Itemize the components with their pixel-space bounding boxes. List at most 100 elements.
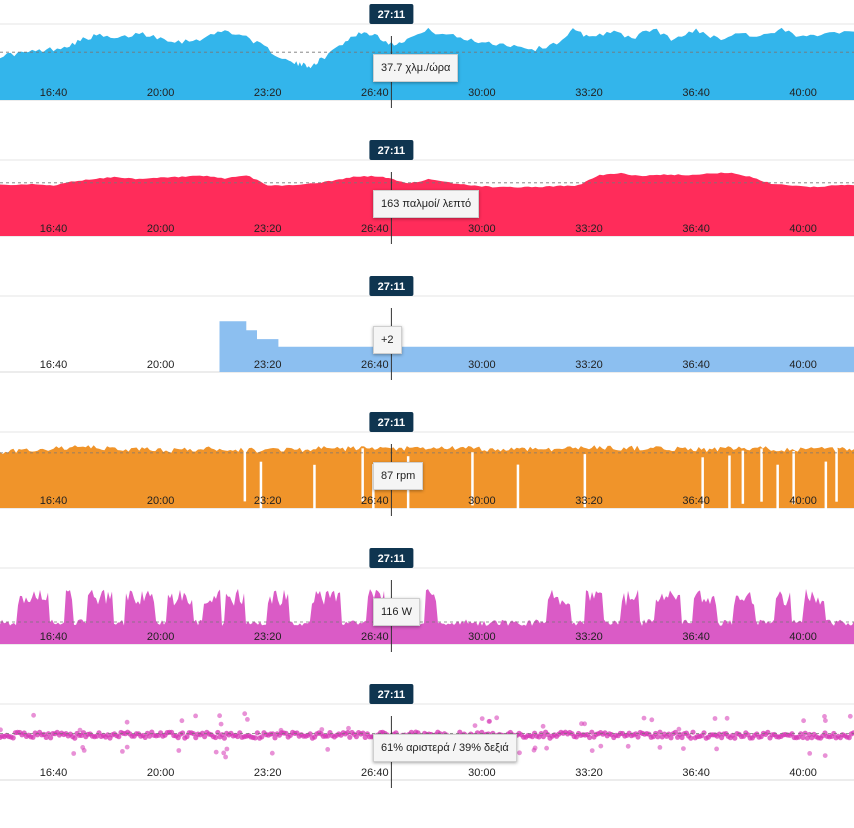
balance-point bbox=[802, 730, 808, 736]
balance-outlier-point bbox=[598, 743, 604, 749]
balance-outlier-point bbox=[531, 747, 537, 753]
power-x-tick-label: 36:40 bbox=[682, 631, 710, 643]
balance-outlier-point bbox=[579, 721, 584, 727]
cadence-dropout-13 bbox=[776, 464, 779, 518]
balance-x-tick-label: 16:40 bbox=[40, 767, 68, 779]
balance-outlier-point bbox=[641, 715, 647, 721]
power-cursor-badge bbox=[369, 548, 414, 568]
balance-outlier-point bbox=[120, 749, 125, 754]
balance-point bbox=[30, 734, 36, 740]
balance-x-tick-label: 30:00 bbox=[468, 767, 496, 779]
balance-outlier-point bbox=[540, 723, 546, 729]
balance-point bbox=[360, 730, 366, 736]
cadence-dropout-16 bbox=[835, 448, 838, 502]
speed-x-tick-label: 30:00 bbox=[468, 87, 496, 99]
balance-outlier-point bbox=[245, 717, 250, 722]
cadence-x-tick-label: 30:00 bbox=[468, 495, 496, 507]
gear-x-tick-label: 30:00 bbox=[468, 359, 496, 371]
cadence-cursor-badge bbox=[369, 412, 414, 432]
cadence-chart: 16:40 20:00 23:20 26:40 30:00 33:20 36:40 40:00… bbox=[0, 412, 854, 518]
gear-cursor-badge bbox=[369, 276, 414, 296]
cadence-x-tick-label: 26:40 bbox=[361, 495, 389, 507]
speed-x-tick-label: 33:20 bbox=[575, 87, 603, 99]
cadence-dropout-14 bbox=[792, 451, 795, 505]
balance-point bbox=[690, 729, 696, 735]
cadence-dropout-11 bbox=[741, 450, 745, 504]
gear-area-series bbox=[219, 321, 854, 372]
cadence-dropout-2 bbox=[313, 464, 316, 518]
balance-outlier-point bbox=[221, 750, 227, 756]
balance-outlier-point bbox=[494, 715, 500, 721]
cadence-dropout-4 bbox=[372, 464, 375, 518]
balance-outlier-point bbox=[242, 711, 248, 717]
balance-x-tick-label: 40:00 bbox=[789, 767, 817, 779]
balance-point bbox=[765, 729, 771, 735]
balance-outlier-point bbox=[807, 751, 813, 756]
balance-outlier-point bbox=[218, 721, 224, 727]
heart_rate-cursor-time-label: 27:11 bbox=[378, 145, 406, 157]
balance-outlier-point bbox=[625, 743, 631, 749]
speed-cursor-badge bbox=[369, 4, 414, 24]
balance-outlier-point bbox=[176, 748, 182, 753]
balance-outlier-point bbox=[224, 746, 230, 752]
balance-point bbox=[81, 730, 87, 736]
power-x-tick-label: 40:00 bbox=[789, 631, 817, 643]
balance-point bbox=[48, 735, 54, 741]
gear-chart: 16:40 20:00 23:20 26:40 30:00 33:20 36:40 40:00… bbox=[0, 276, 854, 380]
power-x-tick-label: 33:20 bbox=[575, 631, 603, 643]
balance-outlier-point bbox=[278, 727, 284, 733]
balance-outlier-point bbox=[649, 717, 655, 723]
balance-outlier-point bbox=[801, 718, 806, 724]
heart_rate-x-tick-label: 33:20 bbox=[575, 223, 603, 235]
balance-point bbox=[259, 734, 265, 740]
cadence-dropout-10 bbox=[728, 455, 731, 509]
balance-outlier-point bbox=[517, 750, 522, 756]
balance-outlier-point bbox=[847, 713, 853, 719]
balance-point bbox=[701, 730, 707, 736]
power-chart: 16:40 20:00 23:20 26:40 30:00 33:20 36:40 40:00… bbox=[0, 548, 854, 652]
speed-x-tick-label: 26:40 bbox=[361, 87, 389, 99]
balance-outlier-point bbox=[0, 727, 3, 733]
cadence-tooltip: 87 rpm bbox=[373, 462, 424, 490]
heart_rate-x-tick-label: 30:00 bbox=[468, 223, 496, 235]
balance-outlier-point bbox=[822, 714, 827, 719]
balance-point bbox=[353, 734, 359, 740]
gear-x-tick-label: 16:40 bbox=[40, 359, 68, 371]
power-x-tick-label: 20:00 bbox=[147, 631, 175, 643]
cadence-x-tick-label: 23:20 bbox=[254, 495, 282, 507]
balance-point bbox=[688, 735, 694, 741]
heart_rate-x-tick-label: 36:40 bbox=[682, 223, 710, 235]
gear-tooltip: +2 bbox=[373, 326, 402, 354]
cadence-cursor-time-label: 27:11 bbox=[378, 417, 406, 429]
balance-cursor-badge bbox=[369, 684, 414, 704]
balance-point bbox=[272, 735, 278, 741]
heart_rate-cursor-badge bbox=[369, 140, 414, 160]
power-tooltip: 116 W bbox=[373, 598, 420, 626]
heart_rate-x-tick-label: 26:40 bbox=[361, 223, 389, 235]
balance-point bbox=[732, 735, 738, 741]
balance-point bbox=[221, 735, 227, 741]
balance-outlier-point bbox=[217, 713, 223, 719]
balance-point bbox=[116, 734, 122, 740]
cadence-area-series bbox=[0, 445, 854, 508]
balance-outlier-point bbox=[676, 726, 682, 732]
cadence-x-tick-label: 16:40 bbox=[40, 495, 68, 507]
balance-point bbox=[800, 734, 806, 741]
balance-point bbox=[635, 734, 641, 740]
power-cursor-time-label: 27:11 bbox=[378, 553, 406, 565]
gear-cursor-time-label: 27:11 bbox=[378, 281, 406, 293]
cadence-dropout-12 bbox=[760, 448, 763, 502]
balance-outlier-point bbox=[223, 754, 229, 760]
balance-outlier-point bbox=[124, 719, 130, 725]
balance-point bbox=[252, 735, 258, 741]
balance-point bbox=[846, 735, 852, 741]
balance-outlier-point bbox=[269, 750, 275, 756]
balance-tooltip: 61% αριστερά / 39% δεξιά bbox=[373, 734, 517, 762]
balance-point bbox=[540, 734, 547, 740]
balance-outlier-point bbox=[479, 716, 485, 721]
balance-point bbox=[202, 734, 208, 740]
balance-point bbox=[213, 734, 219, 741]
gear-x-tick-label: 36:40 bbox=[682, 359, 710, 371]
cadence-dropout-15 bbox=[824, 461, 828, 515]
balance-point bbox=[72, 735, 78, 741]
